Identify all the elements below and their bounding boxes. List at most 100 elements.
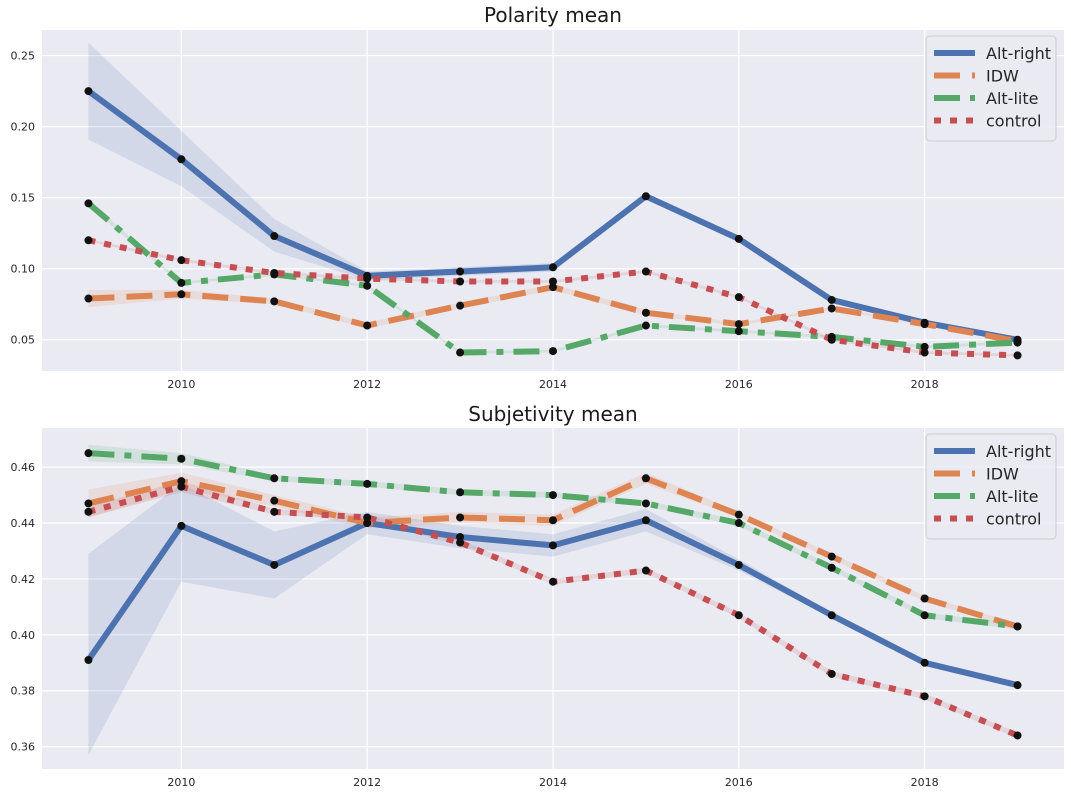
subjectivity-chart-panel: 2010 2012 2014 2016 2018 0.36 0.38 0.40 0.42 0.44… xyxy=(11,402,1064,789)
chart-1-data-point-alt-lite xyxy=(363,479,372,488)
chart-0-legend-label-idw: IDW xyxy=(986,67,1019,86)
chart-0-y-tick-label: 0.15 xyxy=(11,192,36,205)
chart-0-data-point-control xyxy=(456,277,465,286)
chart-1-x-tick-label: 2010 xyxy=(167,776,195,789)
chart-1-data-point-idw xyxy=(177,477,186,486)
chart-0-legend-label-alt-lite: Alt-lite xyxy=(986,89,1038,108)
chart-0-data-point-idw xyxy=(456,301,465,310)
chart-1-data-point-idw xyxy=(270,496,279,505)
chart-1-data-point-idw xyxy=(920,594,929,603)
chart-0-data-point-control xyxy=(270,268,279,277)
chart-1-y-tick-label: 0.44 xyxy=(11,517,36,530)
chart-0-band-idw xyxy=(88,284,1018,343)
chart-0-data-point-control xyxy=(920,348,929,357)
chart-1-legend-label-alt-lite: Alt-lite xyxy=(986,487,1038,506)
chart-1-x-tick-label: 2016 xyxy=(725,776,753,789)
chart-1-data-point-alt-lite xyxy=(270,474,279,483)
chart-1-data-point-alt-right xyxy=(641,516,650,525)
chart-0-y-tick-label: 0.20 xyxy=(11,121,36,134)
chart-1-data-point-idw xyxy=(549,516,557,525)
chart-1-data-point-idw xyxy=(363,519,372,528)
chart-0-data-point-idw xyxy=(177,290,186,299)
chart-0-data-point-alt-right xyxy=(734,234,743,243)
chart-1-band-alt-right xyxy=(88,483,1018,756)
chart-1-y-tick-label: 0.42 xyxy=(11,573,36,586)
chart-0-data-point-control xyxy=(177,256,186,265)
chart-0-legend-label-control: control xyxy=(986,112,1041,131)
chart-0-legend-box xyxy=(925,35,1057,142)
chart-0-data-point-idw xyxy=(363,321,372,330)
chart-0-data-point-control xyxy=(734,293,743,302)
chart-0-data-point-alt-right xyxy=(456,267,465,276)
chart-1-data-point-idw xyxy=(827,552,836,561)
chart-1-legend-label-idw: IDW xyxy=(986,465,1019,484)
chart-0-data-point-idw xyxy=(920,320,929,329)
chart-0-x-tick-label: 2018 xyxy=(911,378,939,391)
chart-1-data-point-control xyxy=(177,482,186,491)
chart-1-data-point-alt-lite xyxy=(456,488,465,497)
chart-0-data-point-idw xyxy=(641,308,650,317)
chart-0-legend-label-alt-right: Alt-right xyxy=(986,44,1051,63)
chart-0-data-point-alt-lite xyxy=(177,278,186,287)
chart-1-data-point-alt-lite xyxy=(1013,622,1022,631)
chart-1-data-point-control xyxy=(1013,731,1022,740)
chart-0-y-tick-label: 0.25 xyxy=(11,50,36,63)
chart-0-data-point-control xyxy=(641,267,650,276)
chart-1-data-point-control xyxy=(920,692,929,701)
chart-0-data-point-alt-lite xyxy=(549,347,557,356)
chart-1-data-point-control xyxy=(549,577,557,586)
chart-1-band-alt-lite xyxy=(88,444,1018,630)
chart-1-legend: Alt-right IDW Alt-lite control xyxy=(925,433,1057,540)
chart-0-data-point-control xyxy=(1013,351,1022,360)
chart-0-data-point-alt-right xyxy=(177,155,186,164)
chart-0-data-point-control xyxy=(827,335,836,344)
chart-1-data-point-alt-lite xyxy=(734,519,743,528)
chart-1-data-point-alt-lite xyxy=(827,563,836,572)
chart-1-data-point-idw xyxy=(84,499,93,508)
chart-1-data-point-alt-right xyxy=(177,521,186,530)
chart-1-data-point-alt-right xyxy=(270,560,279,569)
chart-1-data-point-alt-lite xyxy=(84,449,93,458)
chart-0-x-tick-label: 2014 xyxy=(539,378,567,391)
chart-1-data-point-alt-right xyxy=(84,655,93,664)
chart-1-data-point-idw xyxy=(456,513,465,522)
chart-1-data-point-alt-lite xyxy=(920,611,929,620)
chart-1-y-tick-label: 0.36 xyxy=(11,741,36,754)
chart-1-data-point-alt-right xyxy=(1013,681,1022,690)
chart-1-x-tick-label: 2014 xyxy=(539,776,567,789)
chart-1-data-point-alt-lite xyxy=(549,491,557,500)
chart-0-data-point-control xyxy=(363,274,372,283)
chart-1-x-tick-label: 2018 xyxy=(911,776,939,789)
chart-0-data-point-idw xyxy=(734,320,743,329)
chart-0-data-point-idw xyxy=(549,283,557,292)
chart-0-data-point-control xyxy=(549,277,557,286)
chart-1-data-point-control xyxy=(84,507,93,516)
chart-0-data-point-alt-lite xyxy=(641,321,650,330)
chart-0-y-tick-label: 0.10 xyxy=(11,263,36,276)
chart-0-data-point-idw xyxy=(827,304,836,313)
chart-0-data-point-idw xyxy=(84,294,93,303)
chart-1-data-point-control xyxy=(270,507,279,516)
chart-0-data-point-control xyxy=(84,236,93,245)
chart-0-title: Polarity mean xyxy=(484,3,622,27)
chart-0-x-tick-label: 2012 xyxy=(353,378,381,391)
chart-0-data-point-alt-right xyxy=(641,192,650,201)
polarity-chart-panel: 2010 2012 2014 2016 2018 0.05 0.10 0.15 0.20 0.25… xyxy=(11,3,1064,391)
chart-1-data-point-control xyxy=(734,611,743,620)
chart-1-title: Subjetivity mean xyxy=(468,402,637,426)
chart-0-data-point-alt-lite xyxy=(1013,338,1022,347)
chart-0-x-tick-label: 2010 xyxy=(167,378,195,391)
chart-0-data-layer xyxy=(84,42,1022,360)
chart-1-data-point-alt-right xyxy=(920,658,929,667)
chart-1-data-point-control xyxy=(827,669,836,678)
chart-1-data-point-alt-right xyxy=(734,560,743,569)
chart-0-data-point-alt-lite xyxy=(456,348,465,357)
chart-1-x-tick-label: 2012 xyxy=(353,776,381,789)
chart-1-data-point-alt-right xyxy=(549,541,557,550)
chart-0-data-point-alt-lite xyxy=(363,281,372,290)
chart-1-data-point-alt-lite xyxy=(177,454,186,463)
chart-0-x-tick-label: 2016 xyxy=(725,378,753,391)
chart-1-data-point-idw xyxy=(734,510,743,519)
chart-0-legend: Alt-right IDW Alt-lite control xyxy=(925,35,1057,142)
